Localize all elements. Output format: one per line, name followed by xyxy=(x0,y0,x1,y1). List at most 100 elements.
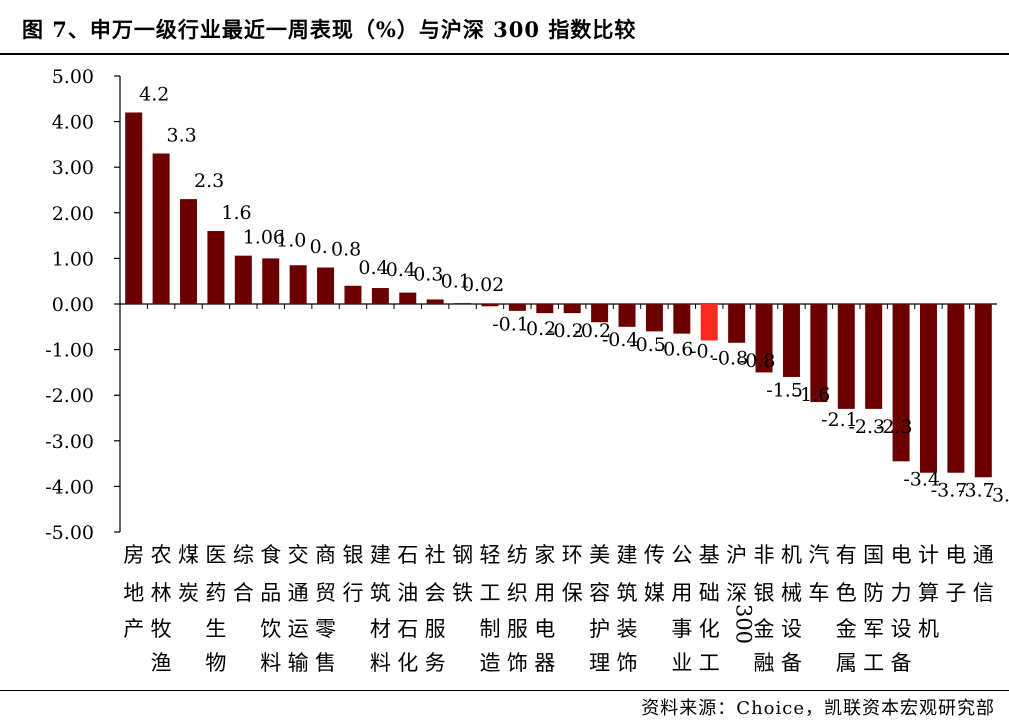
category-label: 工 xyxy=(479,581,500,605)
category-label: 备 xyxy=(781,651,802,675)
title-rule xyxy=(0,53,1009,55)
bar xyxy=(591,304,609,323)
data-label: -3.4 xyxy=(903,468,940,490)
category-label: 机 xyxy=(918,617,939,641)
category-label: 300 xyxy=(732,604,756,644)
category-label: 电 xyxy=(534,617,555,641)
bar xyxy=(289,265,307,304)
category-label: 石 xyxy=(397,617,418,641)
bar xyxy=(755,304,773,373)
data-label: -2.1 xyxy=(821,409,858,431)
bar xyxy=(865,304,883,409)
category-label: 有 xyxy=(836,543,857,567)
category-label: 化 xyxy=(397,651,418,675)
category-label: 输 xyxy=(288,651,309,675)
category-label: 通 xyxy=(973,543,994,567)
bar xyxy=(180,199,198,304)
category-label: 运 xyxy=(288,617,309,641)
y-tick-label: -3.00 xyxy=(45,431,94,453)
category-label: 炭 xyxy=(178,581,199,605)
y-tick-label: 1.00 xyxy=(52,248,94,270)
bar xyxy=(645,304,663,332)
category-label: 传 xyxy=(644,543,665,567)
data-label: -0.1 xyxy=(492,313,529,335)
category-label: 综 xyxy=(233,543,254,567)
data-label: 0.1 xyxy=(441,270,471,292)
bar xyxy=(152,153,170,304)
data-label: -0.2 xyxy=(520,318,557,340)
category-label: 装 xyxy=(617,617,638,641)
data-label: 1.0 xyxy=(276,229,306,251)
bar xyxy=(371,288,389,304)
category-label: 深 xyxy=(726,581,747,605)
category-label: 化 xyxy=(699,617,720,641)
category-label: 药 xyxy=(205,581,226,605)
category-label: 备 xyxy=(891,651,912,675)
category-label: 媒 xyxy=(644,581,665,605)
data-label: -0.2 xyxy=(574,320,611,342)
category-label: 生 xyxy=(205,617,226,641)
category-label: 物 xyxy=(205,651,226,675)
category-label: 通 xyxy=(288,581,309,605)
category-label: 银 xyxy=(754,581,775,605)
bar xyxy=(837,304,855,409)
category-label: 金 xyxy=(836,617,857,641)
data-label: 0.4 xyxy=(386,259,416,281)
category-label: 贸 xyxy=(315,581,336,605)
category-label: 材 xyxy=(370,617,391,641)
chart-title: 图 7、申万一级行业最近一周表现（%）与沪深 300 指数比较 xyxy=(22,17,637,42)
bar xyxy=(536,304,554,314)
bar xyxy=(344,285,362,304)
category-label: 料 xyxy=(260,651,281,675)
y-tick-label: 0.00 xyxy=(52,294,94,316)
bar xyxy=(673,304,691,334)
bar xyxy=(207,231,225,304)
category-label: 筑 xyxy=(370,581,391,605)
category-label: 林 xyxy=(151,581,172,605)
category-label: 车 xyxy=(808,581,829,605)
category-label: 容 xyxy=(589,581,610,605)
category-label: 医 xyxy=(205,543,226,567)
bar xyxy=(947,304,965,473)
bar xyxy=(426,299,444,304)
data-label: -0.2 xyxy=(547,320,584,342)
bar xyxy=(317,267,335,304)
source-note: 资料来源：Choice，凯联资本宏观研究部 xyxy=(641,698,995,719)
bar xyxy=(563,304,581,314)
category-label: 器 xyxy=(534,651,555,675)
bar xyxy=(700,304,718,341)
category-label: 合 xyxy=(233,581,254,605)
data-label: -3.8 xyxy=(986,484,1009,506)
y-tick-label: 2.00 xyxy=(52,203,94,225)
category-label: 沪 xyxy=(726,543,747,567)
category-label: 军 xyxy=(863,617,884,641)
bar xyxy=(399,292,417,304)
category-label: 用 xyxy=(534,581,555,605)
data-label: 0.3 xyxy=(413,264,443,286)
data-label: -1.6 xyxy=(794,384,831,406)
category-label: 铁 xyxy=(452,581,473,605)
data-label: -0. xyxy=(690,341,715,363)
bar xyxy=(481,304,499,307)
category-label: 零 xyxy=(315,617,336,641)
category-label: 家 xyxy=(534,543,555,567)
category-label: 计 xyxy=(918,543,939,567)
category-label: 售 xyxy=(315,651,336,675)
data-label: -2.3 xyxy=(876,416,913,438)
bar xyxy=(974,304,992,478)
data-label: -3.7 xyxy=(931,480,968,502)
category-label: 非 xyxy=(754,543,775,567)
data-label: -1.5 xyxy=(766,379,803,401)
bar xyxy=(810,304,828,403)
category-label: 理 xyxy=(589,651,610,675)
category-label: 煤 xyxy=(178,543,199,567)
category-label: 轻 xyxy=(479,543,500,567)
data-label: -0.4 xyxy=(602,329,639,351)
category-label: 融 xyxy=(754,651,775,675)
category-label: 业 xyxy=(671,651,692,675)
category-label: 防 xyxy=(863,581,884,605)
category-label: 商 xyxy=(315,543,336,567)
category-label: 建 xyxy=(370,543,391,567)
category-label: 色 xyxy=(836,581,857,605)
